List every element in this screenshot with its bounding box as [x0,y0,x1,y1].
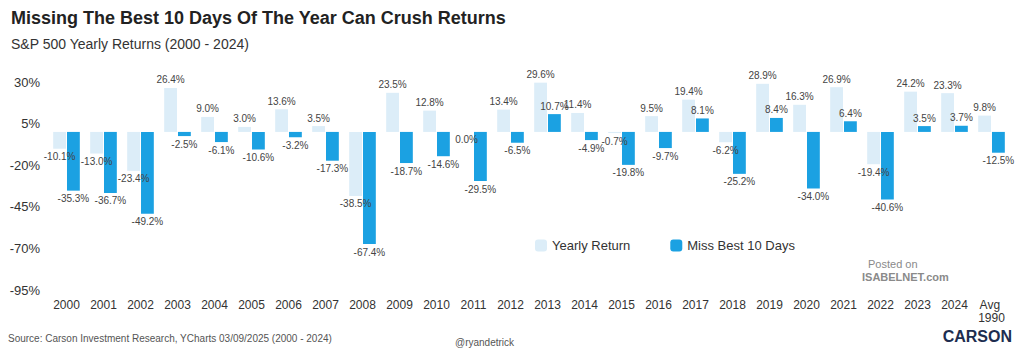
svg-text:-20%: -20% [10,158,41,173]
svg-text:2004: 2004 [201,298,228,312]
svg-text:-25.2%: -25.2% [724,176,756,187]
svg-text:-40.6%: -40.6% [872,202,904,213]
svg-text:S&P 500 Yearly Returns (2000 -: S&P 500 Yearly Returns (2000 - 2024) [11,36,249,52]
svg-text:@ryandetrick: @ryandetrick [455,337,515,348]
svg-text:-3.2%: -3.2% [282,140,308,151]
svg-text:-70%: -70% [10,241,41,256]
svg-text:3.0%: 3.0% [233,113,256,124]
svg-text:-19.8%: -19.8% [613,167,645,178]
svg-text:9.0%: 9.0% [196,103,219,114]
svg-text:2019: 2019 [756,298,783,312]
svg-text:2014: 2014 [571,298,598,312]
svg-text:3.7%: 3.7% [950,112,973,123]
svg-text:2021: 2021 [830,298,857,312]
svg-text:-34.0%: -34.0% [798,191,830,202]
svg-text:2003: 2003 [164,298,191,312]
svg-text:Avg: Avg [980,298,1004,312]
svg-text:-6.5%: -6.5% [504,145,530,156]
svg-text:2005: 2005 [238,298,265,312]
svg-text:2024: 2024 [941,298,968,312]
svg-text:Source: Carson Investment Rese: Source: Carson Investment Research, YCha… [8,333,332,344]
svg-text:30%: 30% [14,75,40,90]
svg-text:2009: 2009 [386,298,413,312]
svg-text:28.9%: 28.9% [748,70,776,81]
svg-text:3.5%: 3.5% [913,113,936,124]
svg-text:23.5%: 23.5% [378,79,406,90]
svg-text:2006: 2006 [275,298,302,312]
svg-text:-95%: -95% [10,283,41,298]
svg-text:23.3%: 23.3% [933,80,961,91]
svg-text:2013: 2013 [534,298,561,312]
svg-text:Yearly Return: Yearly Return [552,238,630,253]
svg-text:-17.3%: -17.3% [317,163,349,174]
svg-text:12.8%: 12.8% [415,97,443,108]
svg-text:-29.5%: -29.5% [465,184,497,195]
svg-text:-6.1%: -6.1% [208,145,234,156]
svg-text:-38.5%: -38.5% [340,198,372,209]
svg-text:-4.9%: -4.9% [578,143,604,154]
svg-text:13.4%: 13.4% [489,96,517,107]
svg-text:16.3%: 16.3% [785,91,813,102]
svg-text:Missing The Best 10 Days Of Th: Missing The Best 10 Days Of The Year Can… [11,8,506,28]
svg-text:ISABELNET.com: ISABELNET.com [862,271,949,283]
svg-text:-2.5%: -2.5% [171,139,197,150]
svg-text:-35.3%: -35.3% [58,193,90,204]
svg-text:2001: 2001 [90,298,117,312]
svg-text:19.4%: 19.4% [674,86,702,97]
svg-text:-19.4%: -19.4% [858,167,890,178]
svg-text:2015: 2015 [608,298,635,312]
svg-text:-10.6%: -10.6% [243,152,275,163]
svg-text:11.4%: 11.4% [563,99,592,111]
svg-text:10.7%: 10.7% [540,101,568,112]
svg-text:-13.0%: -13.0% [81,156,113,167]
svg-text:2020: 2020 [793,298,820,312]
svg-text:-14.6%: -14.6% [428,159,460,170]
svg-text:-49.2%: -49.2% [132,216,164,227]
svg-text:0.0%: 0.0% [455,134,478,145]
svg-text:-18.7%: -18.7% [391,166,423,177]
svg-text:-45%: -45% [10,199,41,214]
svg-text:8.4%: 8.4% [765,104,788,115]
svg-text:Posted on: Posted on [868,258,918,270]
svg-text:24.2%: 24.2% [896,78,924,89]
svg-text:8.1%: 8.1% [691,105,714,116]
svg-text:2023: 2023 [904,298,931,312]
svg-text:9.5%: 9.5% [640,103,663,114]
svg-text:5%: 5% [21,116,40,131]
svg-text:2008: 2008 [349,298,376,312]
svg-text:26.9%: 26.9% [822,74,850,85]
svg-text:2002: 2002 [127,298,154,312]
svg-text:2016: 2016 [645,298,672,312]
svg-text:2000: 2000 [53,298,80,312]
svg-text:13.6%: 13.6% [267,96,295,107]
svg-text:-23.4%: -23.4% [118,173,150,184]
svg-text:9.8%: 9.8% [973,102,996,113]
svg-text:2007: 2007 [312,298,339,312]
svg-text:2012: 2012 [497,298,524,312]
svg-text:3.5%: 3.5% [307,113,330,124]
svg-text:Miss Best 10 Days: Miss Best 10 Days [687,238,795,253]
svg-text:2010: 2010 [423,298,450,312]
svg-text:-9.7%: -9.7% [652,151,678,162]
svg-text:-6.2%: -6.2% [713,145,739,156]
svg-text:2017: 2017 [682,298,709,312]
svg-text:-12.5%: -12.5% [983,155,1015,166]
svg-text:CARSON: CARSON [943,328,1012,345]
svg-text:2022: 2022 [867,298,894,312]
svg-text:1990: 1990 [978,311,1005,325]
svg-text:2011: 2011 [461,298,487,312]
svg-text:29.6%: 29.6% [526,69,554,80]
svg-text:-67.4%: -67.4% [354,247,386,258]
svg-text:2018: 2018 [719,298,746,312]
svg-text:-0.7%: -0.7% [602,136,628,147]
svg-text:26.4%: 26.4% [156,74,184,85]
svg-text:-36.7%: -36.7% [95,195,127,206]
svg-text:6.4%: 6.4% [839,108,862,119]
svg-text:-10.1%: -10.1% [44,151,76,162]
